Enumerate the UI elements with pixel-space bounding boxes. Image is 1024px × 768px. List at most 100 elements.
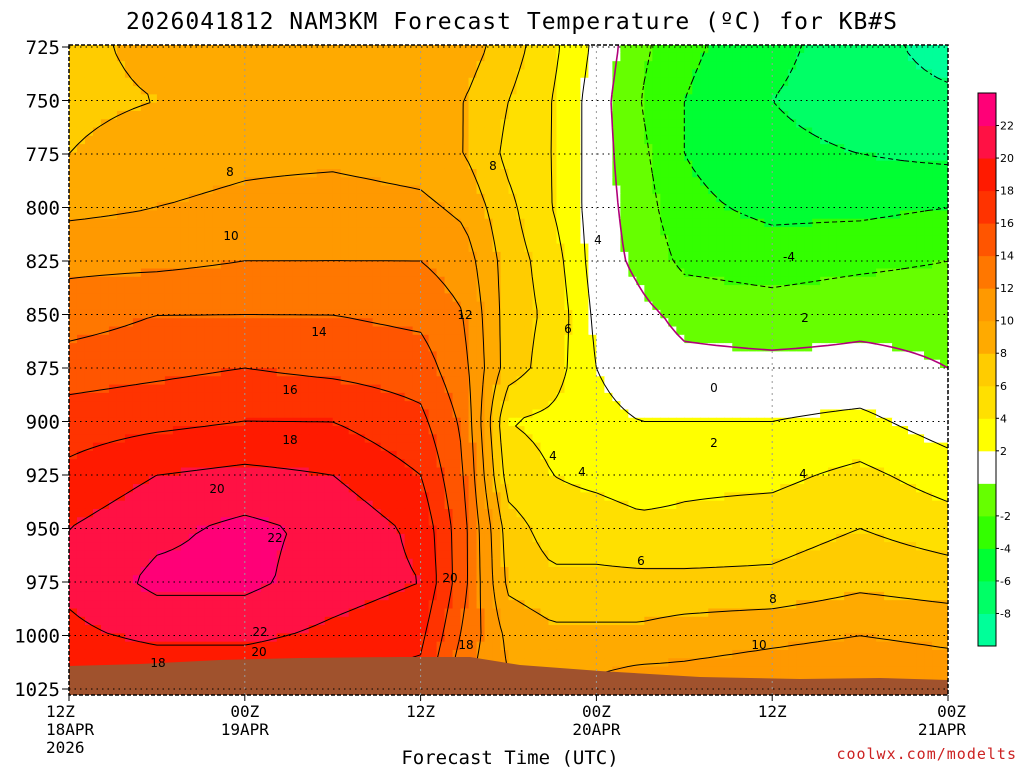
field-cell [332, 193, 342, 203]
field-cell [508, 52, 518, 62]
field-cell [780, 45, 789, 54]
field-cell [908, 392, 917, 402]
field-cell [452, 144, 462, 153]
field-cell [700, 392, 709, 402]
field-cell [652, 285, 661, 294]
field-cell [100, 218, 110, 228]
field-cell [84, 69, 94, 79]
field-cell [812, 401, 821, 411]
field-cell [692, 110, 701, 120]
field-cell [892, 268, 901, 278]
field-cell [692, 69, 701, 79]
field-cell [172, 210, 182, 220]
field-cell [140, 368, 150, 377]
field-cell [572, 326, 582, 336]
field-cell [204, 260, 214, 270]
field-cell [660, 276, 669, 286]
field-cell [924, 285, 933, 294]
field-cell [156, 293, 166, 303]
field-cell [148, 293, 158, 303]
field-cell [940, 77, 948, 87]
field-cell [676, 168, 685, 178]
field-cell [660, 309, 669, 319]
field-cell [532, 218, 542, 228]
field-cell [636, 251, 645, 261]
field-cell [412, 251, 422, 261]
field-cell [92, 351, 102, 361]
field-cell [668, 235, 677, 245]
field-cell [236, 334, 246, 344]
field-cell [940, 218, 948, 228]
field-cell [804, 293, 813, 303]
field-cell [492, 359, 502, 369]
field-cell [300, 94, 310, 104]
field-cell [364, 185, 374, 195]
field-cell [900, 94, 909, 104]
field-cell [796, 276, 805, 286]
field-cell [932, 309, 941, 319]
field-cell [228, 392, 238, 402]
field-cell [148, 227, 158, 236]
field-cell [564, 119, 574, 129]
field-cell [148, 86, 158, 95]
field-cell [164, 276, 174, 286]
field-cell [340, 45, 350, 46]
field-cell [588, 218, 597, 228]
field-cell [204, 77, 214, 87]
field-cell [188, 227, 198, 236]
field-cell [708, 227, 717, 236]
field-cell [740, 102, 749, 112]
field-cell [316, 69, 326, 79]
field-cell [620, 110, 629, 120]
field-cell [876, 392, 885, 402]
field-cell [332, 86, 342, 95]
field-cell [900, 102, 909, 112]
field-cell [180, 45, 190, 54]
field-cell [308, 309, 318, 319]
field-cell [116, 276, 126, 286]
field-cell [140, 276, 150, 286]
field-cell [492, 45, 502, 54]
field-cell [740, 227, 749, 236]
field-cell [276, 227, 286, 236]
field-cell [340, 177, 350, 187]
field-cell [740, 45, 749, 46]
field-cell [188, 119, 198, 129]
field-cell [876, 185, 885, 195]
field-cell [844, 210, 853, 220]
field-cell [724, 343, 733, 353]
field-cell [276, 293, 286, 303]
field-cell [868, 135, 877, 145]
field-cell [396, 193, 406, 203]
field-cell [164, 318, 174, 328]
field-cell [916, 102, 925, 112]
field-cell [300, 293, 310, 303]
field-cell [396, 351, 406, 361]
field-cell [900, 144, 909, 153]
field-cell [684, 52, 693, 62]
field-cell [900, 168, 909, 178]
field-cell [900, 185, 909, 195]
field-cell [220, 127, 230, 137]
field-cell [356, 45, 366, 54]
field-cell [228, 94, 238, 104]
field-cell [852, 318, 861, 328]
field-cell [276, 77, 286, 87]
field-cell [76, 276, 86, 286]
field-cell [420, 193, 430, 203]
field-cell [500, 293, 510, 303]
field-cell [548, 309, 558, 319]
field-cell [316, 309, 326, 319]
field-cell [692, 52, 701, 62]
field-cell [892, 276, 901, 286]
field-cell [172, 251, 182, 261]
field-cell [580, 260, 590, 270]
field-cell [356, 384, 366, 394]
field-cell [892, 45, 901, 46]
field-cell [876, 384, 885, 394]
field-cell [796, 392, 805, 402]
field-cell [268, 218, 278, 228]
field-cell [916, 309, 925, 319]
field-cell [596, 135, 605, 145]
field-cell [84, 144, 94, 153]
